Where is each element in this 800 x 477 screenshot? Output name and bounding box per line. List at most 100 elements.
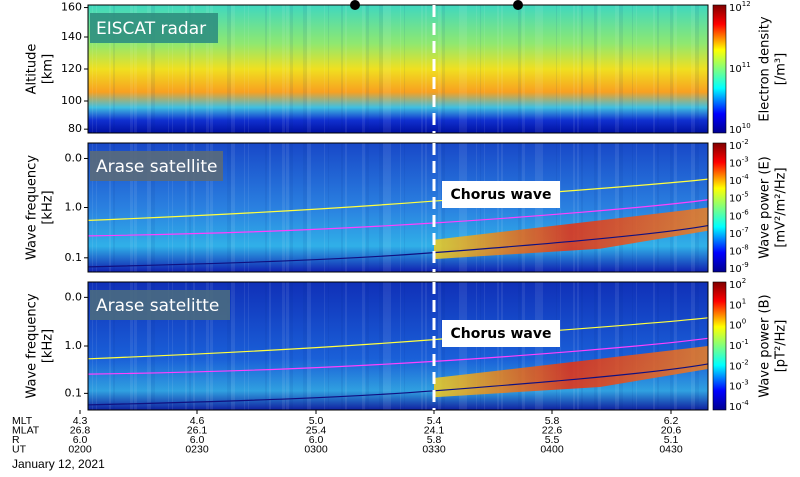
row-label: UT: [12, 443, 27, 455]
texture: [269, 143, 271, 272]
texture: [535, 5, 539, 133]
y-tick-label: 120: [61, 62, 82, 75]
texture: [151, 282, 155, 410]
row-value: 6.2: [664, 415, 679, 427]
colorbar-tick-label: 10-9: [729, 261, 749, 275]
y-tick-label: 100: [61, 94, 82, 107]
row-value: 5.8: [545, 415, 560, 427]
texture: [206, 143, 209, 272]
y-tick-label: 140: [61, 30, 82, 43]
colorbar-tick-label: 1012: [729, 0, 751, 14]
texture: [307, 143, 311, 272]
colorbar: [712, 4, 727, 134]
colorbar-label: Wave power (E): [758, 156, 773, 258]
panel-label-bg: [90, 151, 223, 181]
texture: [151, 5, 155, 133]
y-axis-label: [kHz]: [41, 190, 56, 224]
texture: [387, 143, 391, 272]
texture: [362, 143, 365, 272]
y-tick-label: 80: [68, 122, 82, 135]
texture: [324, 282, 325, 410]
texture: [328, 143, 329, 272]
annotation: Chorus wave: [451, 326, 552, 342]
y-tick-label: 0.1: [65, 251, 83, 264]
panel-label-bg: [90, 290, 230, 320]
texture: [269, 282, 271, 410]
tick-base: 10: [729, 125, 742, 136]
texture: [227, 5, 231, 133]
texture: [497, 5, 499, 133]
texture: [231, 5, 235, 133]
row-value: 5.4: [427, 415, 442, 427]
tick-exponent: 0: [742, 318, 746, 326]
colorbar-tick-label: 10-2: [729, 138, 749, 152]
texture: [248, 143, 249, 272]
annotation-bg: [442, 320, 560, 347]
texture: [172, 282, 173, 410]
chorus-emission: [434, 346, 708, 398]
texture: [113, 282, 115, 410]
texture: [109, 5, 111, 133]
texture: [168, 5, 169, 133]
texture: [501, 5, 503, 133]
texture: [657, 143, 659, 272]
row-value: 6.0: [309, 434, 324, 446]
texture: [695, 282, 699, 410]
texture: [303, 282, 307, 410]
texture: [290, 5, 293, 133]
tick-base: 10: [729, 194, 742, 205]
texture: [594, 5, 597, 133]
texture: [404, 143, 405, 272]
row-value: 4.3: [73, 415, 88, 427]
texture: [147, 143, 151, 272]
colorbar-tick-label: 100: [729, 318, 746, 332]
texture: [328, 5, 329, 133]
texture: [286, 5, 289, 133]
texture: [341, 5, 343, 133]
texture: [366, 143, 369, 272]
tick-exponent: -7: [742, 226, 749, 234]
texture: [248, 5, 249, 133]
row-value: 5.1: [664, 434, 679, 446]
tick-base: 10: [729, 246, 742, 257]
texture: [425, 282, 427, 410]
colorbar-label: [mV²/m²/Hz]: [774, 167, 789, 247]
texture: [231, 282, 235, 410]
texture: [210, 282, 213, 410]
texture: [573, 143, 575, 272]
panel-label-bg: [90, 13, 218, 43]
row-value: 5.8: [427, 434, 442, 446]
row-value: 24.1: [424, 424, 445, 436]
tick-exponent: -3: [742, 379, 749, 387]
texture: [92, 282, 93, 410]
colorbar-tick-label: 10-2: [729, 358, 749, 372]
tick-base: 10: [729, 229, 742, 240]
texture: [459, 5, 463, 133]
texture: [695, 143, 699, 272]
texture: [581, 143, 583, 272]
texture: [577, 282, 579, 410]
texture: [109, 143, 111, 272]
texture: [476, 5, 477, 133]
tick-base: 10: [729, 211, 742, 222]
texture: [362, 282, 365, 410]
tick-base: 10: [729, 176, 742, 187]
colorbar-tick-label: 10-6: [729, 208, 749, 222]
y-axis-label: Altitude: [25, 44, 40, 95]
texture: [421, 282, 423, 410]
texture: [147, 5, 151, 133]
texture: [598, 282, 601, 410]
texture: [383, 143, 387, 272]
row-label: MLAT: [12, 424, 40, 436]
texture: [387, 282, 391, 410]
panel-label: Arase satelitte: [96, 296, 219, 316]
texture: [400, 5, 401, 133]
texture: [92, 5, 93, 133]
texture: [438, 5, 441, 133]
tick-base: 10: [729, 3, 742, 14]
texture: [522, 5, 525, 133]
texture: [168, 282, 169, 410]
y-axis-label: [kHz]: [41, 329, 56, 363]
marker: [513, 0, 523, 10]
texture: [560, 5, 561, 133]
